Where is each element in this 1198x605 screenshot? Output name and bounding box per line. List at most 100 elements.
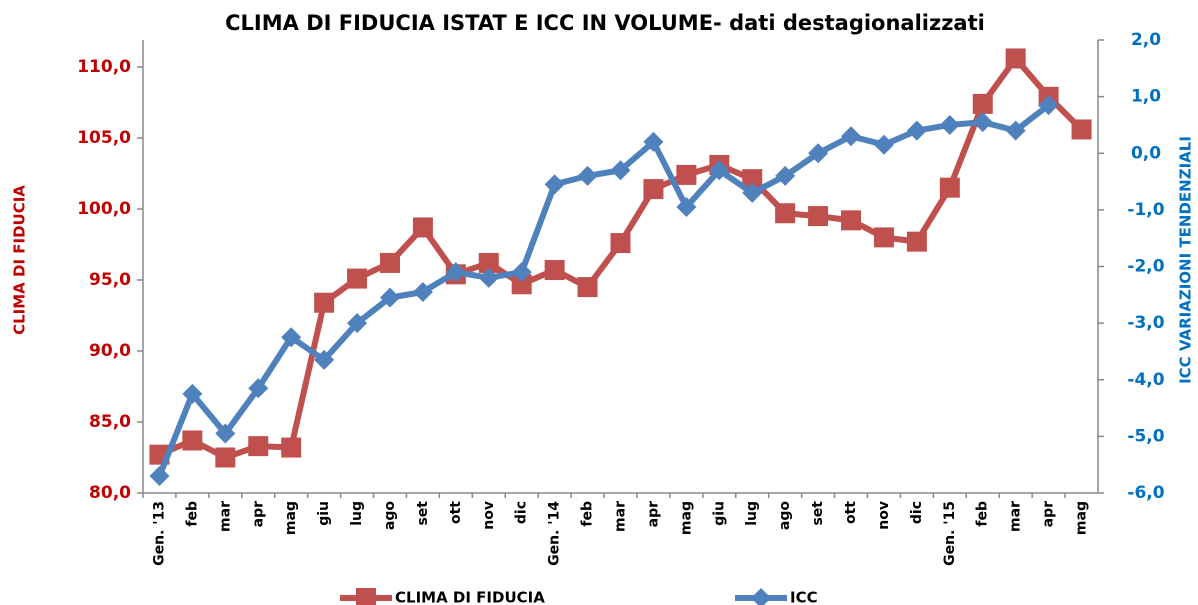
x-tick-label: apr — [645, 501, 661, 527]
x-tick-label: mar — [1008, 501, 1024, 532]
point-marker — [478, 267, 499, 288]
point-marker — [1071, 119, 1092, 140]
point-marker — [577, 277, 598, 298]
x-tick-label: apr — [250, 501, 266, 527]
y2-tick-label: -2,0 — [1127, 257, 1164, 277]
point-marker — [412, 217, 433, 238]
point-marker — [379, 287, 400, 308]
point-marker — [873, 134, 894, 155]
point-marker — [906, 231, 927, 252]
x-tick-label: giu — [316, 501, 332, 526]
point-marker — [1005, 48, 1026, 69]
x-tick-label: Gen. '14 — [547, 501, 563, 566]
y-tick-label: 90,0 — [89, 341, 131, 361]
x-tick-label: Gen. '15 — [942, 501, 958, 566]
x-tick-label: Gen. '13 — [151, 501, 167, 566]
y-axis-title: CLIMA DI FIDUCIA — [11, 185, 29, 335]
point-marker — [412, 281, 433, 302]
y2-tick-label: -3,0 — [1127, 313, 1164, 333]
x-tick-label: nov — [481, 501, 497, 530]
point-marker — [906, 120, 927, 141]
point-marker — [281, 327, 302, 348]
point-marker — [511, 274, 532, 295]
point-marker — [873, 227, 894, 248]
point-marker — [643, 131, 664, 152]
y2-tick-label: 0,0 — [1131, 143, 1161, 163]
x-tick-label: feb — [975, 501, 991, 527]
x-tick-label: nov — [876, 501, 892, 530]
point-marker — [1005, 120, 1026, 141]
point-marker — [544, 260, 565, 281]
legend-marker — [356, 588, 376, 605]
y2-tick-label: -6,0 — [1127, 483, 1164, 503]
point-marker — [544, 174, 565, 195]
x-tick-label: mag — [283, 501, 299, 535]
point-marker — [215, 447, 236, 468]
x-tick-label: set — [415, 501, 431, 526]
point-marker — [841, 210, 862, 231]
x-tick-label: feb — [580, 501, 596, 527]
point-marker — [577, 165, 598, 186]
y-tick-label: 100,0 — [77, 199, 131, 219]
y2-tick-label: -5,0 — [1127, 426, 1164, 446]
point-marker — [939, 177, 960, 198]
point-marker — [709, 160, 730, 181]
x-tick-label: ago — [777, 501, 793, 530]
y2-axis-title: ICC VARIAZIONI TENDENZIALI — [1177, 136, 1195, 384]
point-marker — [742, 169, 763, 190]
x-tick-label: lug — [349, 501, 365, 526]
point-marker — [610, 160, 631, 181]
point-marker — [149, 466, 170, 487]
point-marker — [248, 378, 269, 399]
y-tick-label: 95,0 — [89, 270, 131, 290]
y2-tick-label: 2,0 — [1131, 30, 1161, 50]
legend-label: CLIMA DI FIDUCIA — [395, 589, 545, 605]
point-marker — [610, 233, 631, 254]
point-marker — [676, 197, 697, 218]
y-tick-label: 85,0 — [89, 412, 131, 432]
x-tick-label: ott — [843, 501, 859, 524]
point-marker — [511, 262, 532, 283]
point-marker — [445, 262, 466, 283]
point-marker — [347, 313, 368, 334]
x-tick-label: lug — [744, 501, 760, 526]
point-marker — [939, 114, 960, 135]
point-marker — [775, 165, 796, 186]
y2-tick-label: -4,0 — [1127, 370, 1164, 390]
x-tick-label: set — [810, 501, 826, 526]
point-marker — [676, 164, 697, 185]
point-marker — [972, 93, 993, 114]
x-tick-label: mag — [678, 501, 694, 535]
series-line — [158, 55, 1084, 461]
y2-tick-label: -1,0 — [1127, 200, 1164, 220]
x-tick-label: mar — [613, 501, 629, 532]
point-marker — [1038, 95, 1059, 116]
x-tick-label: apr — [1041, 501, 1057, 527]
x-tick-label: feb — [184, 501, 200, 527]
y-tick-label: 80,0 — [89, 483, 131, 503]
x-tick-label: ago — [382, 501, 398, 530]
point-marker — [775, 203, 796, 224]
point-marker — [314, 349, 335, 370]
y-tick-label: 110,0 — [77, 57, 131, 77]
point-marker — [347, 268, 368, 289]
x-tick-label: dic — [909, 501, 925, 524]
x-tick-label: mag — [1074, 501, 1090, 535]
y-tick-label: 105,0 — [77, 128, 131, 148]
x-tick-label: giu — [711, 501, 727, 526]
point-marker — [742, 182, 763, 203]
point-marker — [808, 206, 829, 227]
series-line — [156, 102, 1051, 478]
point-marker — [248, 436, 269, 457]
point-marker — [808, 143, 829, 164]
legend-marker — [751, 588, 771, 605]
point-marker — [972, 112, 993, 133]
point-marker — [478, 252, 499, 273]
point-marker — [643, 179, 664, 200]
point-marker — [215, 423, 236, 444]
point-marker — [281, 437, 302, 458]
x-tick-label: ott — [448, 501, 464, 524]
point-marker — [182, 383, 203, 404]
y2-tick-label: 1,0 — [1131, 87, 1161, 107]
